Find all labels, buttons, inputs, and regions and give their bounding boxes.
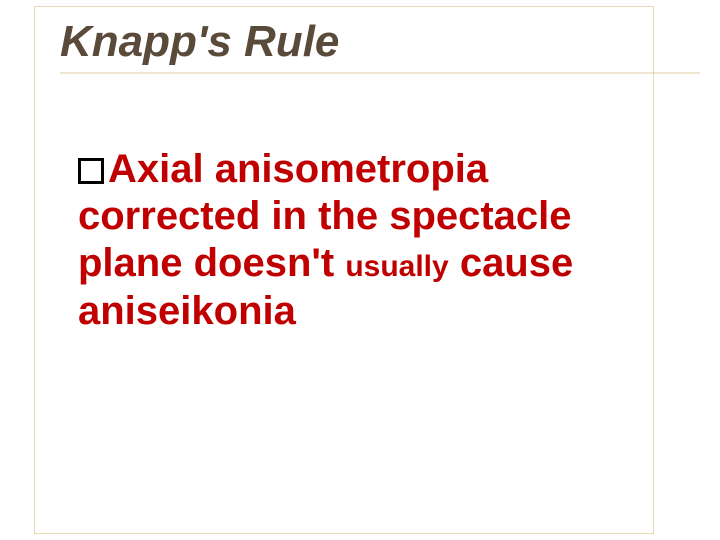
bullet-hollow-square-icon — [78, 158, 104, 184]
slide-content: Knapp's Rule Axial anisometropia correct… — [0, 0, 720, 540]
slide-title: Knapp's Rule — [60, 18, 700, 66]
title-area: Knapp's Rule — [60, 18, 700, 74]
bullet-text-small: usually — [345, 250, 448, 283]
bullet-paragraph: Axial anisometropia corrected in the spe… — [78, 146, 638, 335]
title-underline — [60, 72, 700, 74]
